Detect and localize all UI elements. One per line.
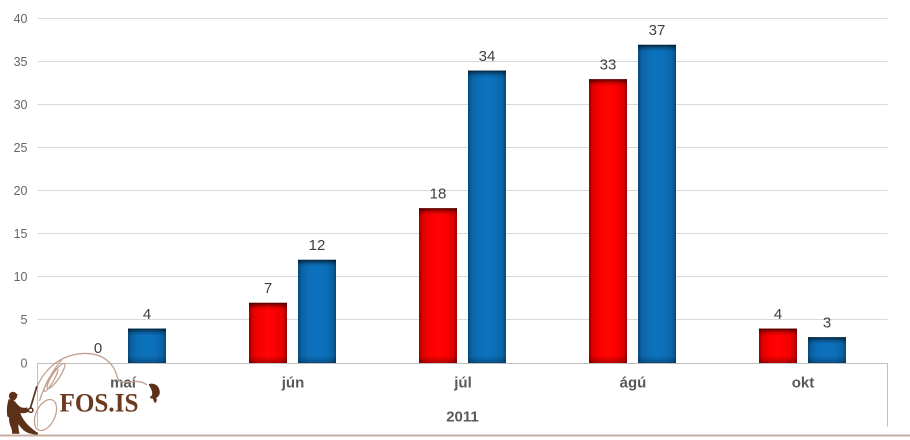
svg-text:40: 40 bbox=[14, 12, 28, 26]
svg-text:12: 12 bbox=[309, 237, 326, 254]
svg-text:2011: 2011 bbox=[446, 409, 479, 426]
svg-text:18: 18 bbox=[430, 185, 447, 202]
svg-text:4: 4 bbox=[143, 306, 151, 323]
svg-text:ágú: ágú bbox=[620, 375, 647, 392]
svg-text:5: 5 bbox=[21, 313, 28, 327]
svg-text:34: 34 bbox=[479, 48, 496, 65]
svg-text:0: 0 bbox=[21, 356, 28, 370]
svg-text:20: 20 bbox=[14, 184, 28, 198]
svg-text:35: 35 bbox=[14, 55, 28, 69]
svg-text:júl: júl bbox=[453, 375, 472, 392]
svg-text:0: 0 bbox=[94, 340, 102, 357]
svg-text:25: 25 bbox=[14, 141, 28, 155]
svg-text:4: 4 bbox=[774, 306, 782, 323]
svg-text:FOS.IS: FOS.IS bbox=[60, 389, 139, 418]
svg-text:10: 10 bbox=[14, 270, 28, 284]
svg-text:3: 3 bbox=[823, 314, 831, 331]
svg-text:15: 15 bbox=[14, 227, 28, 241]
svg-text:37: 37 bbox=[649, 22, 666, 39]
svg-text:jún: jún bbox=[281, 375, 305, 392]
svg-text:30: 30 bbox=[14, 98, 28, 112]
svg-text:7: 7 bbox=[264, 280, 272, 297]
svg-text:okt: okt bbox=[792, 375, 815, 392]
svg-text:33: 33 bbox=[600, 56, 617, 73]
svg-text:maí: maí bbox=[110, 375, 137, 392]
